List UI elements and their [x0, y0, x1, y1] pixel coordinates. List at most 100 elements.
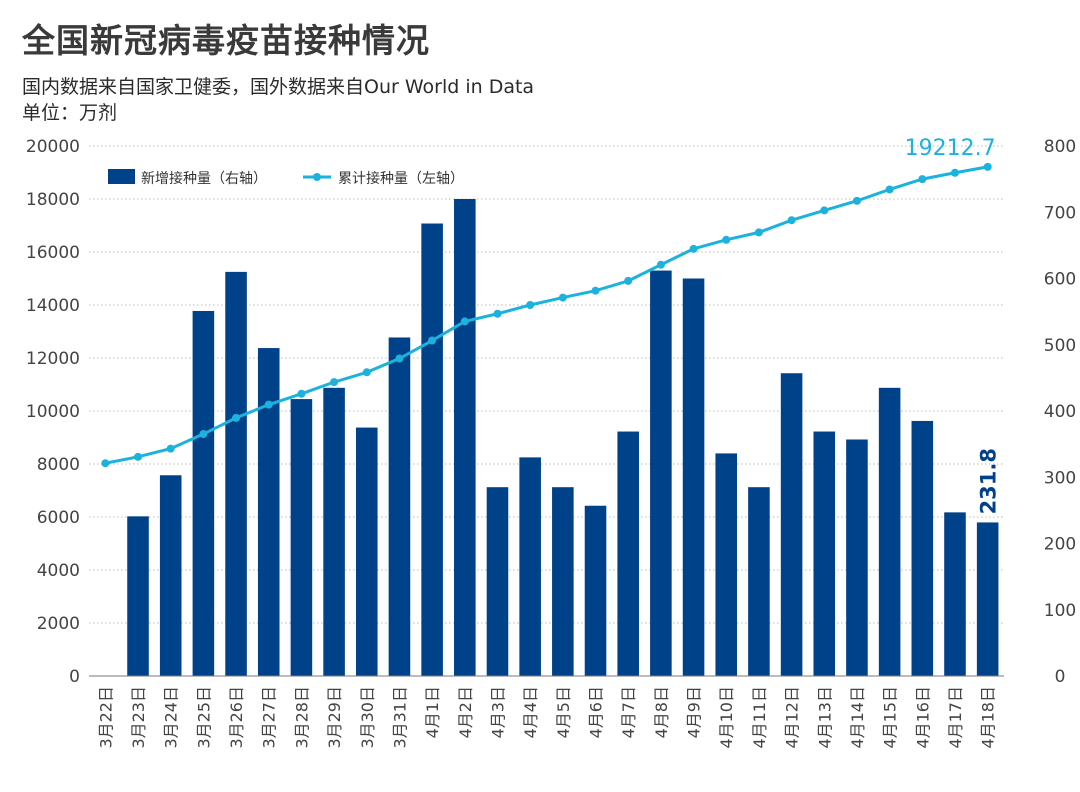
- line-point: [460, 317, 469, 326]
- bar: [846, 439, 868, 676]
- legend-line-label: 累计接种量（左轴）: [338, 170, 464, 187]
- line-point: [656, 260, 665, 269]
- x-axis-tick-label: 4月8日: [652, 686, 671, 738]
- bar: [388, 337, 411, 676]
- bar: [682, 278, 705, 676]
- x-axis-tick-label: 4月15日: [881, 686, 900, 749]
- left-axis-tick-label: 18000: [26, 190, 80, 210]
- x-axis-tick-label: 3月31日: [390, 686, 409, 749]
- right-axis-tick-label: 200: [1044, 535, 1076, 555]
- right-axis-tick-label: 400: [1044, 402, 1076, 422]
- x-axis-tick-label: 3月24日: [162, 686, 181, 749]
- bar: [257, 348, 280, 676]
- bar: [159, 475, 182, 676]
- line-point: [983, 162, 992, 171]
- x-axis-tick-label: 3月23日: [129, 686, 148, 749]
- left-axis-tick-label: 8000: [37, 455, 80, 475]
- bar: [650, 270, 672, 676]
- line-point: [526, 301, 535, 309]
- legend-line-marker: [313, 173, 321, 181]
- x-axis-tick-label: 4月6日: [587, 686, 606, 738]
- right-axis-tick-label: 600: [1044, 270, 1076, 290]
- line-point: [362, 368, 371, 377]
- right-axis-tick-label: 0: [1055, 667, 1066, 687]
- bar: [878, 387, 901, 676]
- bar: [617, 431, 639, 676]
- bar: [780, 373, 803, 676]
- bar: [519, 457, 541, 676]
- line-point: [820, 206, 829, 215]
- x-axis-tick-label: 3月26日: [227, 686, 246, 749]
- line-end-value-label: 19212.7: [905, 136, 996, 161]
- left-axis-tick-label: 12000: [26, 349, 80, 369]
- bar: [748, 487, 770, 676]
- x-axis-tick-label: 4月4日: [521, 686, 540, 738]
- x-axis-tick-label: 4月5日: [554, 686, 573, 738]
- bar: [584, 505, 607, 676]
- x-axis-tick-label: 3月25日: [194, 686, 213, 749]
- line-point: [918, 175, 927, 184]
- line-point: [754, 228, 763, 237]
- line-point: [166, 444, 175, 453]
- line-point: [101, 459, 110, 468]
- line-point: [787, 216, 796, 225]
- bar: [323, 387, 345, 676]
- legend-bar-label: 新增接种量（右轴）: [141, 170, 267, 187]
- line-point: [232, 413, 241, 422]
- x-axis-tick-label: 3月30日: [358, 686, 377, 749]
- bar: [715, 453, 738, 676]
- bar: [911, 420, 934, 676]
- bar: [290, 399, 313, 676]
- right-axis-tick-label: 300: [1044, 468, 1076, 488]
- x-axis-tick-label: 4月18日: [979, 686, 998, 749]
- bar: [976, 522, 999, 676]
- line-point: [591, 286, 600, 295]
- cumulative-line: [105, 165, 988, 465]
- chart-subtitle: 国内数据来自国家卫健委，国外数据来自Our World in Data: [22, 76, 535, 98]
- x-axis-tick-label: 4月12日: [783, 686, 802, 749]
- left-axis-tick-label: 16000: [26, 243, 80, 263]
- x-axis-tick-label: 4月3日: [488, 686, 507, 738]
- left-axis-tick-label: 20000: [26, 137, 80, 157]
- line-point: [624, 276, 633, 285]
- line-point: [264, 400, 273, 409]
- line-point: [885, 185, 894, 194]
- x-axis-tick-label: 4月7日: [619, 686, 638, 738]
- x-axis-tick-label: 4月11日: [750, 686, 769, 749]
- line-point: [493, 309, 502, 318]
- bar: [552, 487, 574, 676]
- bar: [355, 427, 378, 676]
- bar: [944, 512, 966, 676]
- line-point: [722, 235, 731, 244]
- right-axis-tick-label: 500: [1044, 336, 1076, 356]
- line-point: [330, 378, 339, 387]
- x-axis-tick-label: 4月14日: [848, 686, 867, 749]
- line-point: [950, 168, 959, 177]
- line-point: [428, 336, 437, 345]
- bar: [421, 223, 443, 676]
- x-axis-tick-label: 4月2日: [456, 686, 475, 738]
- left-axis-tick-label: 10000: [26, 402, 80, 422]
- bar: [127, 516, 149, 676]
- x-axis-tick-label: 4月13日: [815, 686, 834, 749]
- bar: [813, 431, 836, 676]
- x-axis-tick-label: 3月27日: [260, 686, 279, 749]
- right-axis-tick-label: 700: [1044, 203, 1076, 223]
- bar: [192, 310, 215, 676]
- x-axis-tick-label: 3月22日: [96, 686, 115, 749]
- line-point: [558, 293, 567, 302]
- left-axis-tick-label: 2000: [37, 614, 80, 634]
- left-axis-tick-label: 0: [69, 667, 80, 687]
- x-axis-tick-label: 4月17日: [946, 686, 965, 749]
- left-axis-tick-label: 4000: [37, 561, 80, 581]
- x-axis-tick-label: 3月29日: [325, 686, 344, 749]
- bar: [225, 271, 247, 676]
- page-title: 全国新冠病毒疫苗接种情况: [22, 21, 430, 60]
- unit-label: 单位：万剂: [22, 102, 118, 124]
- x-axis-tick-label: 3月28日: [292, 686, 311, 749]
- line-point: [395, 354, 404, 363]
- line-point: [297, 389, 306, 398]
- line-point: [689, 244, 698, 253]
- right-axis-tick-label: 800: [1044, 137, 1076, 157]
